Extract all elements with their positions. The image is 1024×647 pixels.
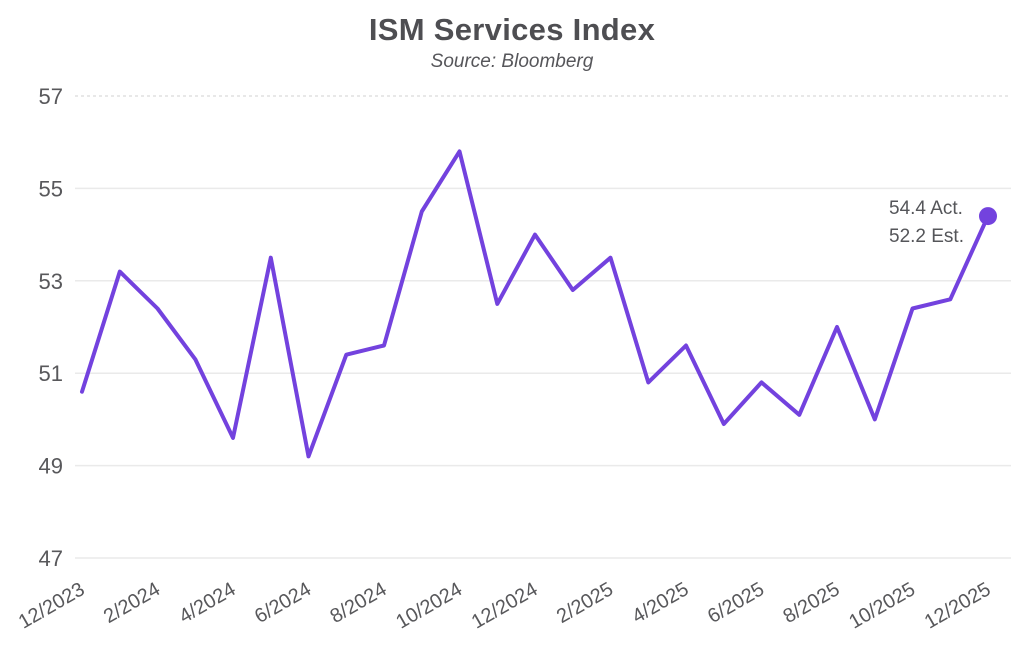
x-tick-label: 2/2024 (100, 578, 164, 628)
x-tick-label: 4/2024 (176, 578, 240, 628)
x-tick-label: 4/2025 (629, 578, 693, 628)
annotation-estimate-value: 52.2 Est. (889, 226, 964, 247)
page-title: ISM Services Index (368, 12, 656, 47)
y-tick-label: 55 (39, 176, 63, 201)
series-line (80, 149, 990, 459)
x-tick-label: 12/2023 (15, 578, 89, 633)
x-tick-label: 8/2024 (327, 578, 391, 628)
x-tick-label: 12/2025 (921, 578, 995, 633)
x-tick-label: 10/2024 (392, 578, 466, 633)
y-tick-label: 51 (39, 361, 63, 386)
x-tick-label: 10/2025 (845, 578, 919, 633)
chart-source-subtitle: Source: Bloomberg (430, 51, 594, 72)
annotation-actual-value: 54.4 Act. (889, 198, 963, 219)
y-tick-label: 57 (39, 84, 63, 109)
x-tick-label: 8/2025 (780, 578, 844, 628)
endpoint-annotation: 54.4 Act. 52.2 Est. (889, 195, 964, 251)
x-tick-label: 12/2024 (468, 578, 542, 633)
y-tick-label: 47 (39, 546, 63, 571)
x-tick-label: 2/2025 (553, 578, 617, 628)
y-tick-label: 49 (39, 454, 63, 479)
y-tick-label: 53 (39, 269, 63, 294)
x-tick-label: 6/2025 (704, 578, 768, 628)
endpoint-dot (979, 207, 997, 226)
x-tick-label: 6/2024 (251, 578, 315, 628)
